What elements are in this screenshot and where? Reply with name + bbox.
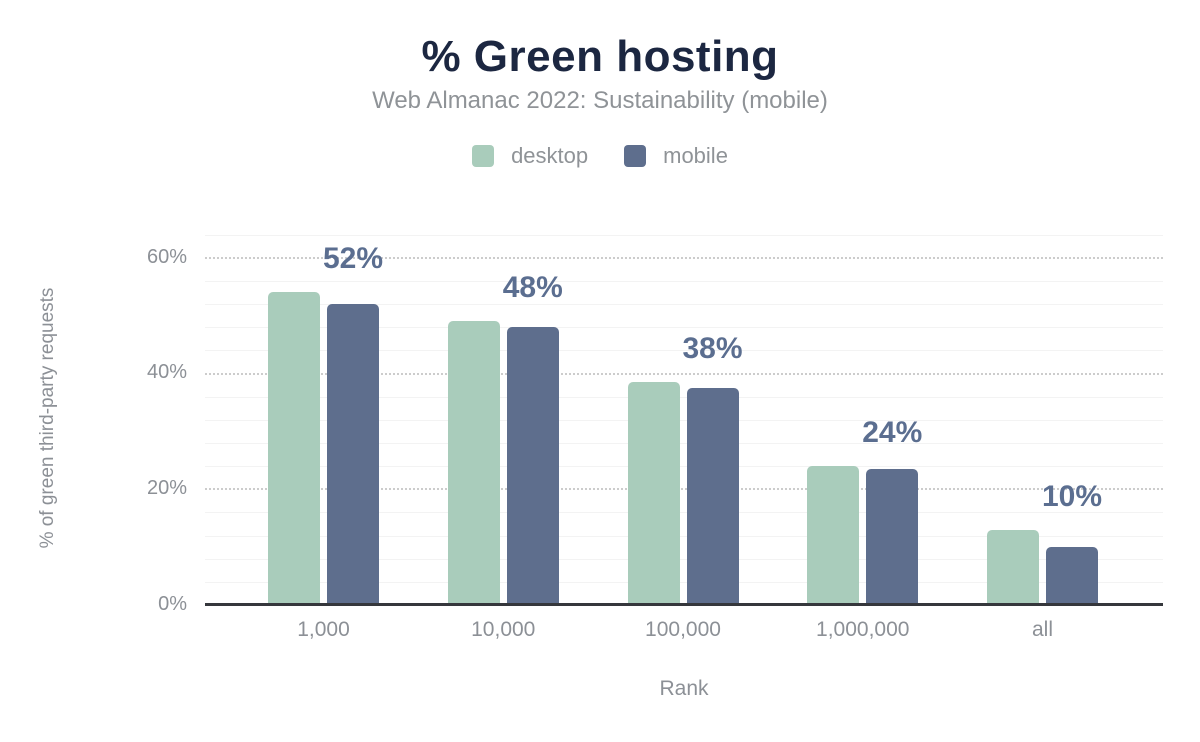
- bar-value-label-10000: 48%: [502, 271, 563, 305]
- legend-label-mobile: mobile: [663, 143, 728, 168]
- bar-value-label-all: 10%: [1041, 479, 1103, 513]
- bar-mobile-100000: [686, 387, 739, 605]
- bar-mobile-1000: [327, 304, 379, 605]
- gridline-minor-16: [205, 512, 1163, 514]
- x-axis-line: [205, 603, 1163, 606]
- gridline-minor-36: [205, 396, 1163, 398]
- gridline-minor-32: [205, 419, 1163, 421]
- gridline-major-60: [205, 256, 1163, 259]
- bar-desktop-10000: [447, 321, 500, 605]
- gridline-minor-44: [205, 350, 1163, 352]
- legend-label-desktop: desktop: [511, 143, 589, 168]
- legend-swatch-desktop: [472, 145, 495, 167]
- gridline-minor-24: [205, 466, 1163, 468]
- bar-mobile-all: [1046, 547, 1098, 605]
- bar-mobile-1000000: [866, 469, 919, 605]
- x-axis-title: Rank: [659, 677, 709, 700]
- y-axis-title: % of green third-party requests: [37, 287, 58, 549]
- x-tick-10000: 10,000: [471, 618, 536, 641]
- gridline-minor-4: [205, 581, 1163, 583]
- bar-value-label-1000: 52%: [322, 242, 384, 276]
- gridline-minor-8: [205, 558, 1163, 560]
- bar-mobile-10000: [506, 327, 559, 605]
- y-tick-0: 0%: [158, 593, 187, 615]
- gridline-major-40: [205, 372, 1163, 375]
- chart-subtitle: Web Almanac 2022: Sustainability (mobile…: [372, 87, 828, 114]
- gridline-minor-28: [205, 442, 1163, 444]
- bar-value-label-1000000: 24%: [862, 416, 923, 450]
- bar-desktop-all: [987, 529, 1039, 605]
- x-tick-100000: 100,000: [645, 618, 721, 641]
- legend-swatch-mobile: [624, 145, 647, 167]
- gridline-minor-48: [205, 327, 1163, 329]
- x-tick-1000000: 1,000,000: [816, 618, 910, 641]
- gridline-minor-64: [205, 234, 1163, 236]
- bar-desktop-100000: [627, 382, 680, 605]
- bar-desktop-1000: [268, 292, 320, 605]
- legend-item-desktop: desktop: [472, 143, 588, 169]
- gridline-minor-56: [205, 280, 1163, 282]
- bar-desktop-1000000: [807, 466, 860, 605]
- y-tick-40: 40%: [146, 361, 187, 384]
- chart-title: % Green hosting: [421, 32, 779, 81]
- y-tick-20: 20%: [146, 477, 187, 500]
- legend-item-mobile: mobile: [624, 143, 728, 169]
- x-tick-all: all: [1031, 618, 1053, 641]
- legend: desktop mobile: [0, 143, 1200, 169]
- plot-area: 52% 48% 38% 24% 10%: [205, 223, 1163, 606]
- gridline-major-20: [205, 488, 1163, 491]
- gridline-minor-52: [205, 304, 1163, 306]
- gridline-minor-12: [205, 535, 1163, 537]
- bar-value-label-100000: 38%: [682, 332, 743, 366]
- x-tick-1000: 1,000: [297, 618, 350, 641]
- y-tick-60: 60%: [146, 245, 187, 268]
